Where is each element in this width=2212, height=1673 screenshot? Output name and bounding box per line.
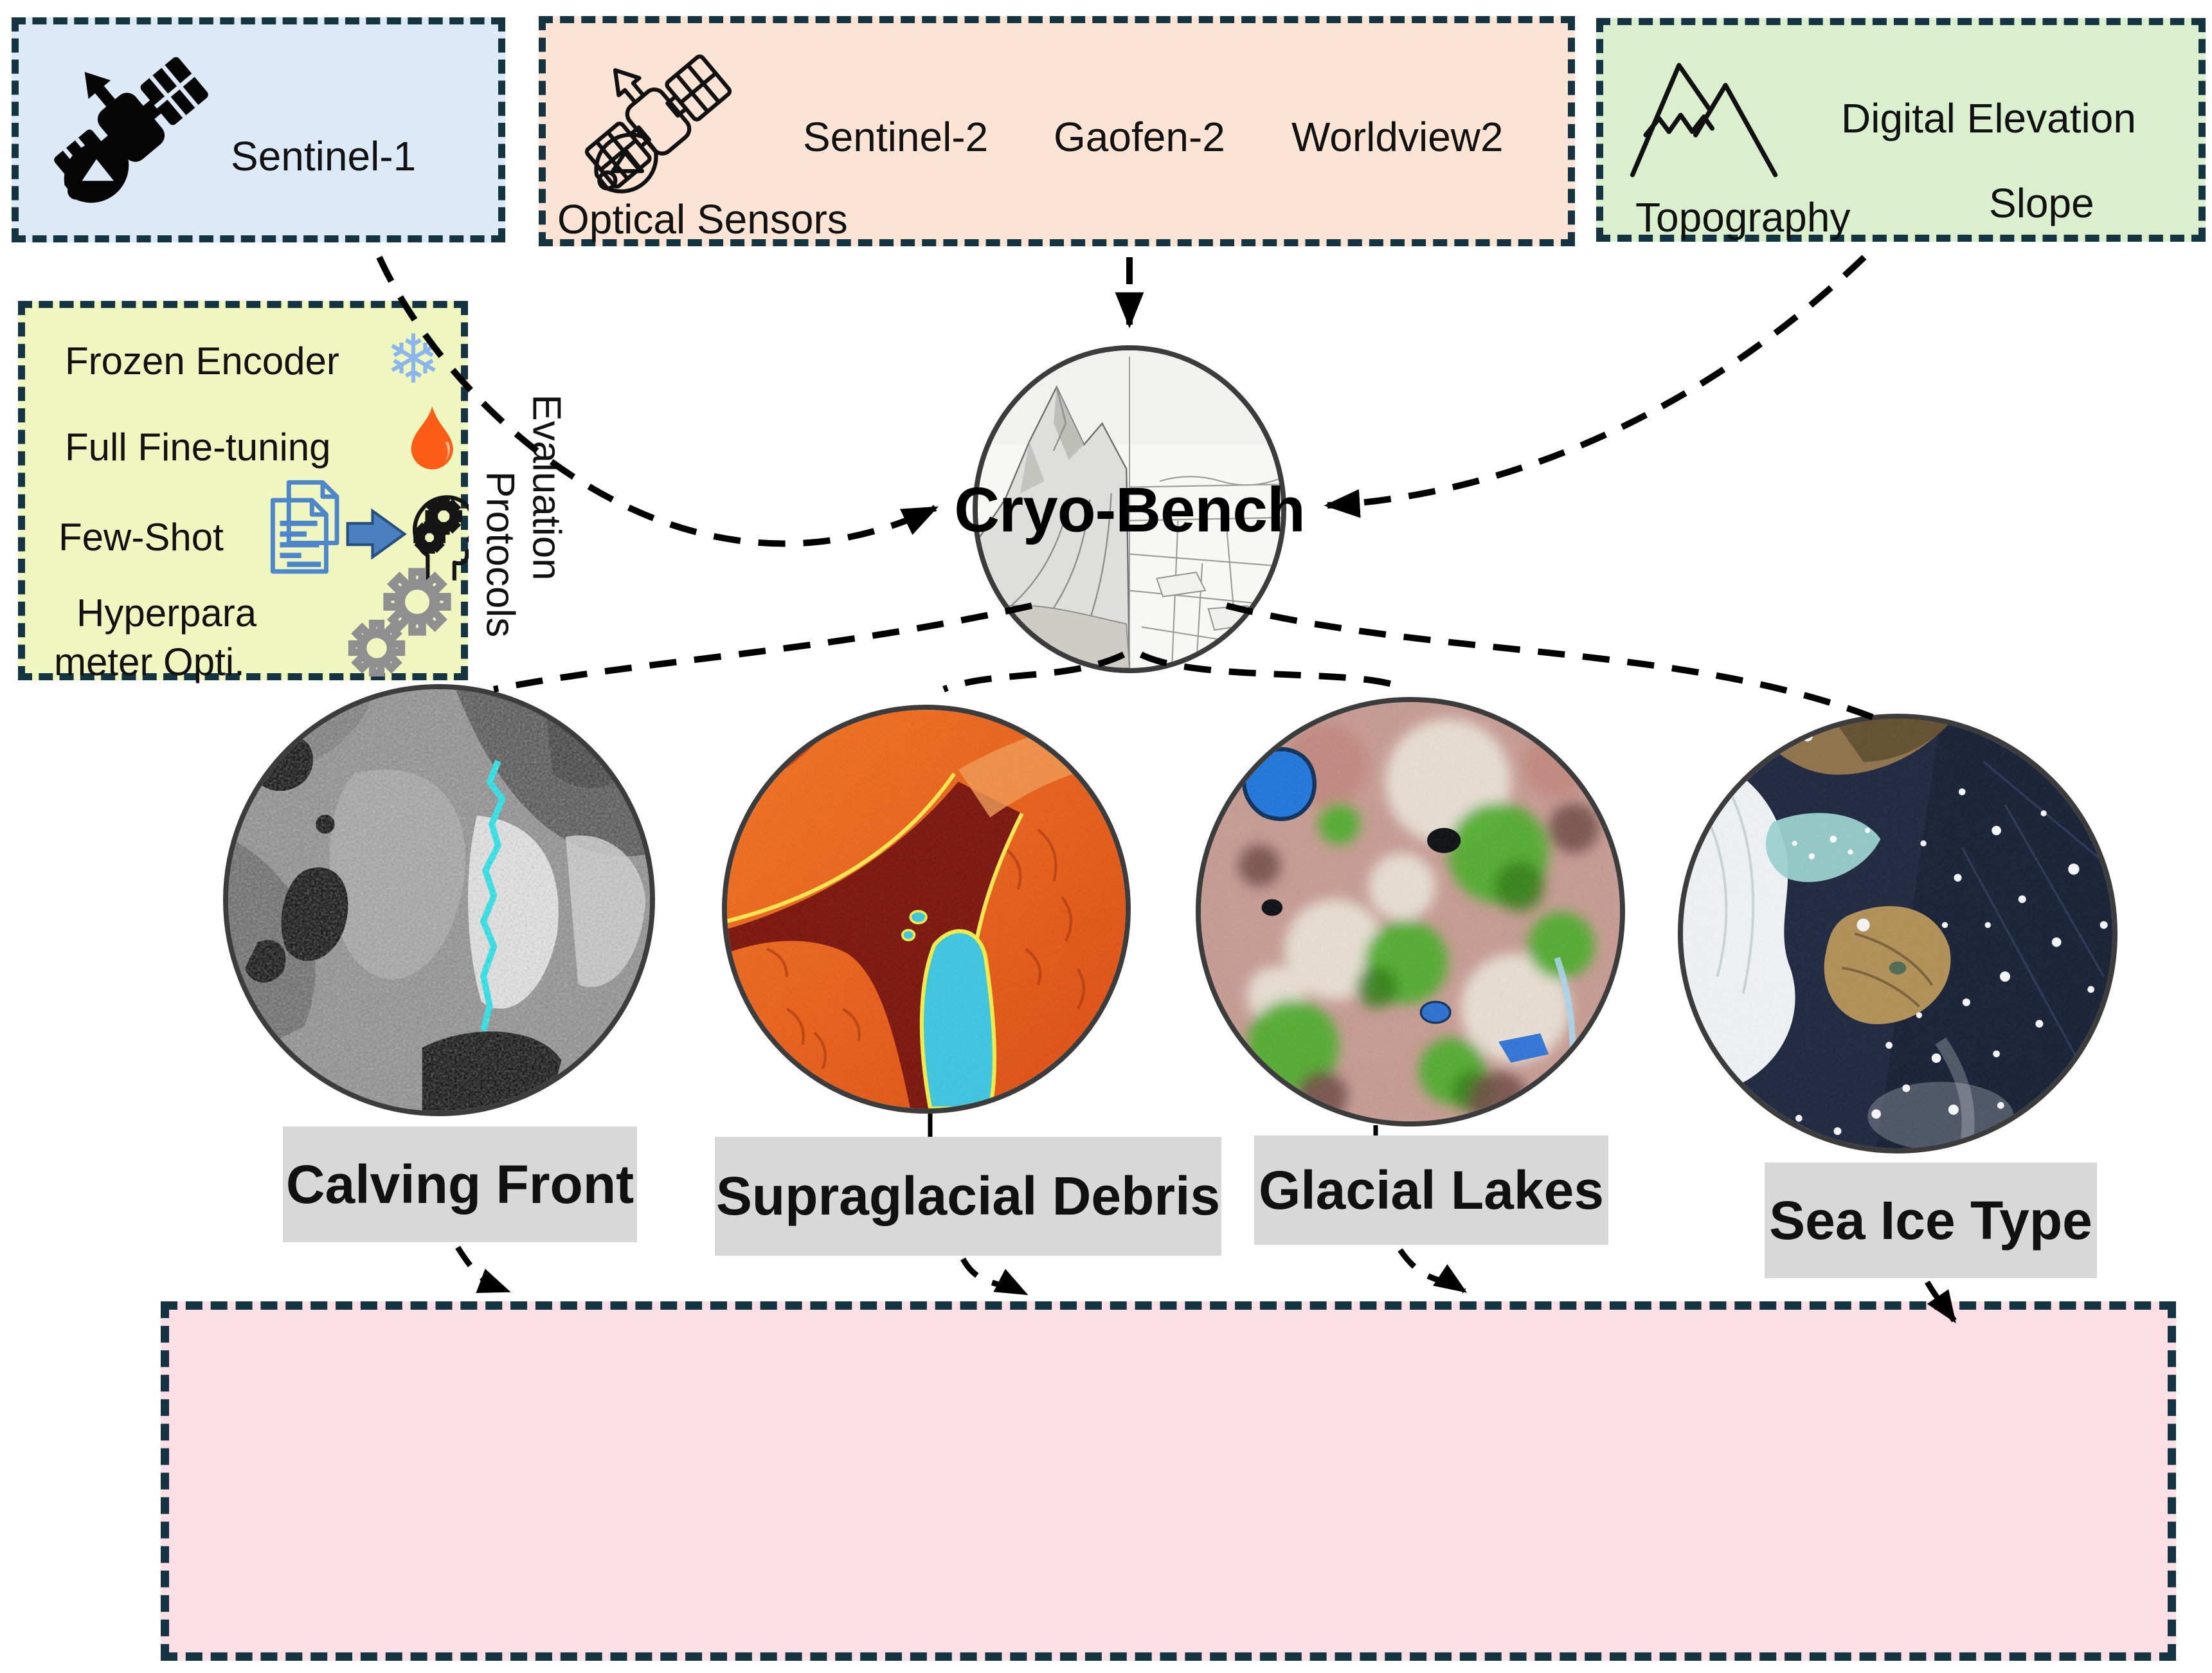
task-label-text: Supraglacial Debris <box>715 1166 1221 1226</box>
elevation-item-slope: Slope <box>1989 180 2094 226</box>
protocol-frozen-encoder: Frozen Encoder <box>65 339 339 383</box>
protocol-hpo-line1: Hyperpara <box>76 592 257 635</box>
calving-front-image <box>223 684 655 1116</box>
flame-icon <box>411 406 453 469</box>
snowflake-icon: ❄ <box>385 322 442 397</box>
arrow-elevation-to-hub <box>1324 255 1867 518</box>
fewshot-arrow-icon <box>346 508 407 560</box>
arrow-calving-to-models <box>455 1245 511 1294</box>
optical-satellite-3: Worldview2 <box>1291 114 1504 160</box>
gears-icon <box>321 565 475 681</box>
sar-source-label: Sentinel-1 <box>231 133 417 179</box>
sea-ice-image <box>1678 714 2118 1153</box>
optical-satellite-2: Gaofen-2 <box>1054 114 1225 160</box>
task-label-supraglacial-debris: Supraglacial Debris <box>715 1137 1221 1256</box>
task-label-text: Glacial Lakes <box>1258 1159 1605 1220</box>
task-label-calving-front: Calving Front <box>283 1126 637 1242</box>
arrow-lakes-to-models <box>1398 1248 1468 1294</box>
satellite-outline-icon <box>584 54 732 194</box>
arrow-hub-to-calving <box>493 602 1033 692</box>
models-panel <box>161 1301 2176 1661</box>
task-label-sea-ice-type: Sea Ice Type <box>1765 1162 2097 1278</box>
optical-source-box: Sentinel-2 Gaofen-2 Worldview2 Optical S… <box>539 16 1575 246</box>
protocols-vertical-label-1: Evaluation <box>524 394 569 581</box>
arrow-supraglacial-to-models <box>960 1257 1029 1297</box>
supraglacial-debris-image <box>722 705 1131 1114</box>
protocol-hpo-line2: meter Opti. <box>54 640 245 683</box>
optical-satellite-1: Sentinel-2 <box>803 114 989 160</box>
protocol-full-finetuning: Full Fine-tuning <box>65 426 331 469</box>
elevation-item-topography: Topography <box>1635 194 1851 240</box>
arrow-hub-to-seaice <box>1225 602 1882 723</box>
mountain-icon <box>1630 62 1778 177</box>
protocol-few-shot: Few-Shot <box>58 516 224 559</box>
protocols-vertical-label-2: Protocols <box>478 471 523 638</box>
task-label-text: Calving Front <box>285 1153 634 1215</box>
elevation-label: Digital Elevation <box>1841 95 2136 141</box>
glacial-lakes-image <box>1196 697 1625 1126</box>
satellite-filled-icon <box>54 57 208 203</box>
task-label-text: Sea Ice Type <box>1769 1189 2092 1251</box>
task-label-glacial-lakes: Glacial Lakes <box>1254 1135 1608 1245</box>
protocols-box: Frozen Encoder ❄ Full Fine-tuning Few-Sh… <box>18 301 469 683</box>
optical-caption: Optical Sensors <box>557 196 848 242</box>
hub-title: Cryo-Bench <box>954 474 1305 545</box>
elevation-source-box: Digital Elevation Topography Slope <box>1596 18 2206 242</box>
sar-source-box: Sentinel-1 <box>12 17 505 242</box>
